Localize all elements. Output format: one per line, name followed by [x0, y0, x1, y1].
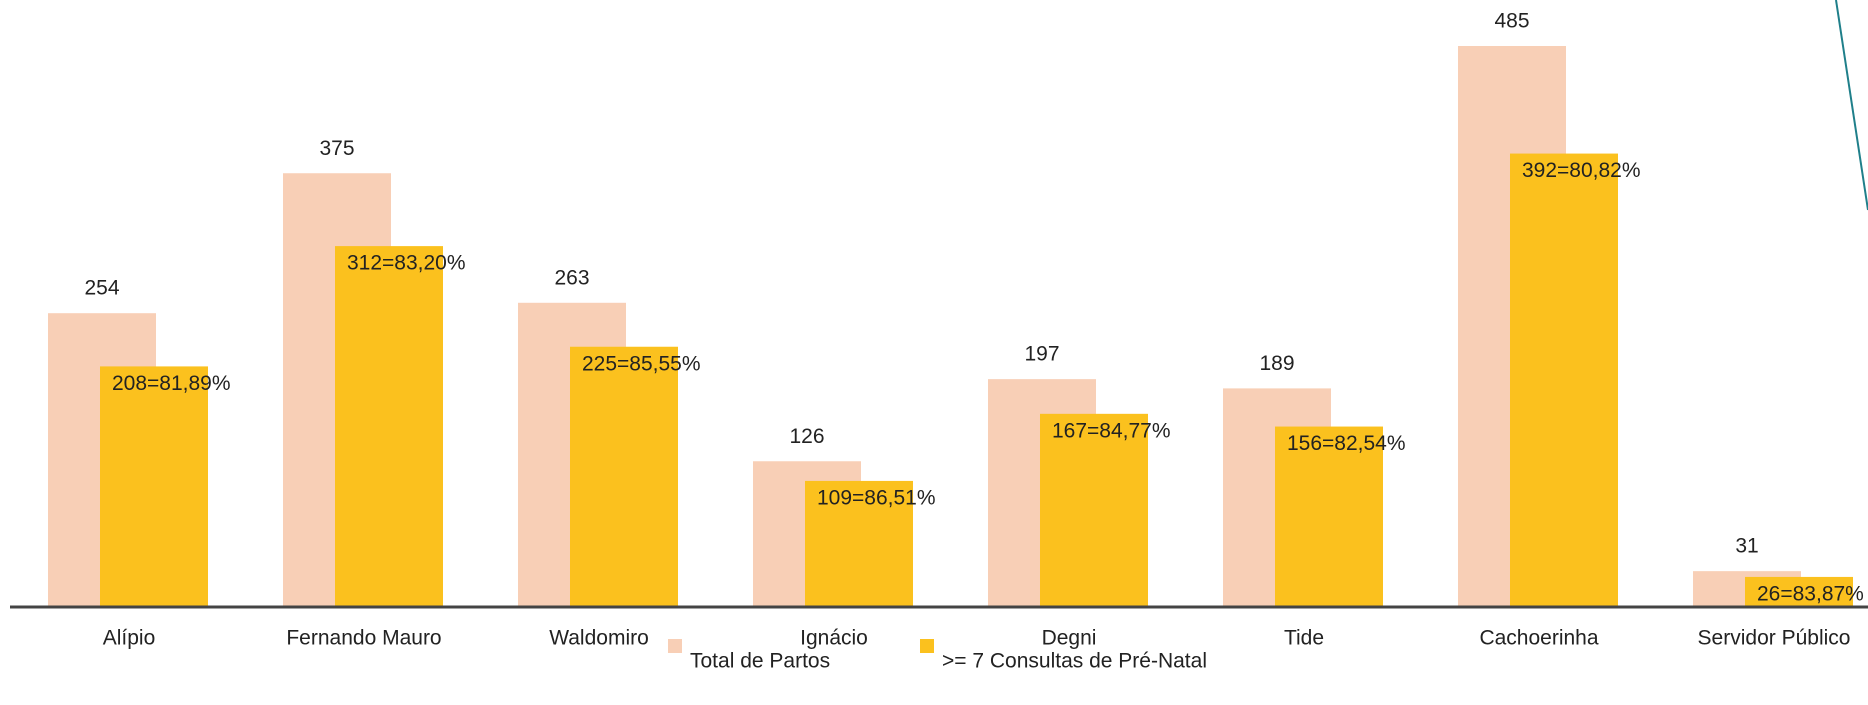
- x-tick-label: Waldomiro: [549, 627, 649, 650]
- x-tick-label: Tide: [1284, 627, 1324, 650]
- value-label: 312=83,20%: [347, 252, 466, 275]
- value-label: 392=80,82%: [1522, 159, 1641, 182]
- value-label: 156=82,54%: [1287, 432, 1406, 455]
- x-tick-label: Cachoerinha: [1479, 627, 1598, 650]
- legend-label: >= 7 Consultas de Pré-Natal: [942, 650, 1207, 673]
- value-label: 126: [789, 425, 824, 448]
- value-label: 208=81,89%: [112, 372, 231, 395]
- value-label: 109=86,51%: [817, 486, 936, 509]
- x-tick-label: Ignácio: [800, 627, 868, 650]
- legend-label: Total de Partos: [690, 650, 830, 673]
- value-label: 375: [319, 137, 354, 160]
- x-tick-label: Servidor Público: [1698, 627, 1851, 650]
- value-label: 167=84,77%: [1052, 419, 1171, 442]
- value-label: 254: [84, 277, 119, 300]
- bar: [570, 346, 678, 607]
- bar: [1745, 576, 1853, 607]
- decoration: [1835, 0, 1868, 211]
- x-tick-label: Degni: [1042, 627, 1097, 650]
- bar: [100, 366, 208, 607]
- bar: [335, 246, 443, 607]
- value-label: 31: [1735, 535, 1758, 558]
- legend-swatch: [920, 639, 934, 653]
- legend-swatch: [668, 639, 682, 653]
- x-tick-label: Alípio: [103, 627, 156, 650]
- value-label: 197: [1024, 343, 1059, 366]
- bar: [1275, 426, 1383, 607]
- bar: [805, 480, 913, 607]
- bar: [1510, 153, 1618, 608]
- value-label: 485: [1494, 10, 1529, 33]
- value-label: 225=85,55%: [582, 352, 701, 375]
- value-label: 189: [1259, 352, 1294, 375]
- value-label: 263: [554, 266, 589, 289]
- value-label: 26=83,87%: [1757, 582, 1864, 605]
- x-tick-label: Fernando Mauro: [286, 627, 441, 650]
- bar: [1040, 413, 1148, 607]
